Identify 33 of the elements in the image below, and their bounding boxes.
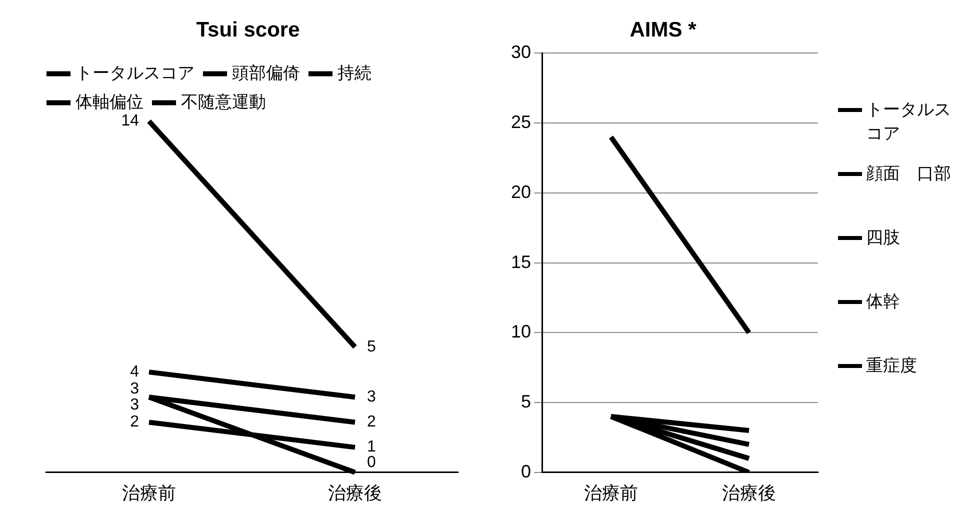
- chart-title: Tsui score: [196, 18, 300, 42]
- x-tick-label: 治療後: [722, 483, 776, 504]
- data-label: 3: [367, 388, 376, 406]
- legend-label: 持続: [338, 63, 372, 82]
- legend-label: 頭部偏倚: [232, 63, 300, 82]
- data-label: 3: [130, 380, 140, 398]
- y-tick-label: 20: [510, 182, 532, 202]
- legend-label: 顔面 口部: [866, 163, 951, 185]
- data-label: 3: [130, 396, 140, 414]
- data-label: 0: [367, 454, 376, 471]
- x-tick-label: 治療前: [122, 483, 176, 504]
- legend-label: 四肢: [866, 227, 900, 249]
- data-label: 4: [130, 363, 140, 380]
- legend-label: 体幹: [866, 291, 900, 313]
- legend-label: トータルスコア: [76, 63, 194, 82]
- data-label: 5: [367, 338, 376, 356]
- y-tick-label: 0: [521, 461, 532, 482]
- data-label: 14: [121, 112, 140, 130]
- data-label: 1: [367, 438, 376, 456]
- data-label: 2: [367, 414, 376, 431]
- y-tick-label: 30: [510, 42, 532, 62]
- legend-label: 重症度: [866, 355, 917, 377]
- data-label: 2: [130, 414, 140, 431]
- y-tick-label: 15: [510, 252, 532, 272]
- legend-label: 体軸偏位: [76, 92, 144, 112]
- x-tick-label: 治療後: [328, 483, 382, 504]
- legend-label: トータルスコア: [866, 99, 952, 145]
- legend-label: 不随意運動: [181, 92, 266, 112]
- chart-title: AIMS *: [630, 18, 698, 42]
- y-tick-label: 10: [510, 322, 532, 342]
- y-tick-label: 25: [510, 112, 532, 132]
- y-tick-label: 5: [521, 392, 532, 412]
- x-tick-label: 治療前: [584, 483, 638, 504]
